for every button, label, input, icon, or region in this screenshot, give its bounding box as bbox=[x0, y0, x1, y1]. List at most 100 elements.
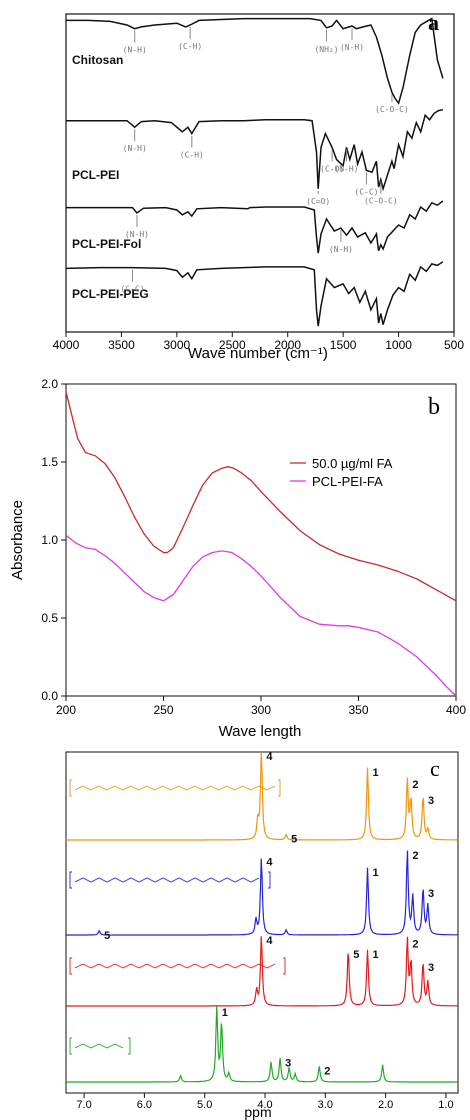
panel-a-x-ticks: 4000 3500 3000 2500 2000 1500 1000 500 bbox=[53, 332, 464, 352]
panel-a-x-axis-label: Wave number (cm⁻¹) bbox=[188, 345, 328, 362]
panel-c-spectrum-4 bbox=[66, 1004, 458, 1083]
panel-c-peak-label-2-8: 3 bbox=[428, 888, 434, 900]
panel-a-series-line-4 bbox=[65, 261, 444, 327]
panel-a-series-line-1 bbox=[66, 17, 444, 105]
panel-c-peak-label-3-3: 5 bbox=[353, 949, 359, 961]
panel-b-uvvis: b 200 250 300 350 400 0.0 0.5 1.0 1.5 2.0 50.0 µg… bbox=[9, 377, 466, 740]
panel-a-series-label-1: Chitosan bbox=[72, 53, 123, 67]
panel-a-ftir: a ChitosanPCL-PEIPCL-PEI-FolPCL-PEI-PEG … bbox=[53, 10, 465, 362]
panel-a-series-line-3 bbox=[66, 200, 444, 254]
panel-a-annotation-3: (NH₂) bbox=[314, 45, 338, 54]
panel-b-series-line-2 bbox=[65, 534, 457, 697]
panel-c-peak-label-1-7: 3 bbox=[428, 795, 434, 807]
panel-c-structure-1 bbox=[74, 785, 276, 791]
panel-a-x-tick-label-8: 500 bbox=[444, 338, 464, 352]
panel-c-structure-bracket-left-3 bbox=[69, 957, 72, 975]
panel-c-peak-label-1-1: 4 bbox=[266, 751, 273, 763]
panel-a-annotation-13: (N-H) bbox=[125, 230, 149, 239]
panel-c-peak-label-4-9: 2 bbox=[324, 1065, 330, 1077]
panel-c-peak-label-4-2: 1 bbox=[222, 1007, 228, 1019]
panel-b-legend-label-2: PCL-PEI-FA bbox=[312, 474, 383, 489]
panel-c-peak-label-2-5: 1 bbox=[373, 867, 379, 879]
panel-a-series-label-3: PCL-PEI-Fol bbox=[72, 237, 141, 251]
panel-c-spectrum-1 bbox=[66, 751, 458, 841]
panel-b-x-tick-label-1: 200 bbox=[56, 703, 76, 717]
panel-c-x-axis-label: ppm bbox=[244, 1104, 271, 1120]
panel-c-spectrum-2 bbox=[66, 850, 458, 936]
panel-b-x-tick-label-3: 300 bbox=[251, 703, 271, 717]
panel-c-x-tick-label-5: 3.0 bbox=[318, 1099, 333, 1111]
panel-a-annotations: (N-H) (C-H) (NH₂) (N-H) (C-O-C) (N-H) (C-H) (C=… bbox=[120, 27, 409, 294]
panel-a-annotation-14: (N-H) bbox=[329, 245, 353, 254]
panel-c-structure-bracket-right-4 bbox=[128, 1037, 131, 1055]
panel-a-series-line-2 bbox=[66, 108, 444, 192]
panel-a-annotation-2: (C-H) bbox=[178, 42, 202, 51]
panel-a-x-tick-label-1: 4000 bbox=[53, 338, 80, 352]
panel-a-annotation-12: (C-O-C) bbox=[364, 197, 398, 206]
panel-a-annotation-6: (N-H) bbox=[123, 144, 147, 153]
panel-c-structure-2 bbox=[74, 877, 260, 883]
panel-c-x-ticks: 7.0 6.0 5.0 4.0 3.0 2.0 1.0 bbox=[76, 1093, 454, 1111]
panel-a-annotation-8: (C=O) bbox=[306, 197, 330, 206]
panel-c-peak-label-2-6: 2 bbox=[412, 850, 418, 862]
panel-c-label: c bbox=[430, 756, 440, 781]
panel-b-legend-label-1: 50.0 µg/ml FA bbox=[312, 456, 393, 471]
panel-c-peak-label-4-6: 3 bbox=[285, 1058, 291, 1070]
panel-b-x-axis-label: Wave length bbox=[219, 723, 302, 740]
panel-c-spectrum-3 bbox=[66, 936, 458, 1007]
panel-a-label: a bbox=[428, 10, 439, 35]
panel-b-y-tick-label-1: 0.0 bbox=[41, 689, 58, 703]
panel-b-label: b bbox=[428, 394, 440, 420]
panel-c-peak-label-2-2: 4 bbox=[266, 857, 273, 869]
panel-c-structure-bracket-left-2 bbox=[69, 871, 72, 889]
panel-c-peak-label-1-5: 2 bbox=[412, 779, 418, 791]
panel-a-series-label-2: PCL-PEI bbox=[72, 168, 119, 182]
panel-a-x-tick-label-4: 2500 bbox=[219, 338, 246, 352]
panel-a-series-label-4: PCL-PEI-PEG bbox=[72, 287, 149, 301]
panel-a-x-tick-label-6: 1500 bbox=[330, 338, 357, 352]
panel-c-structure-3 bbox=[74, 963, 276, 969]
panel-c-structure-bracket-right-1 bbox=[278, 779, 281, 797]
panel-a-annotation-5: (C-O-C) bbox=[375, 105, 409, 114]
panel-c-peak-label-3-1: 4 bbox=[266, 935, 273, 947]
panel-b-series-group bbox=[65, 391, 457, 697]
panel-c-x-tick-label-3: 5.0 bbox=[197, 1099, 212, 1111]
panel-a-annotation-10: (N-H) bbox=[334, 164, 358, 173]
panel-b-x-tick-label-4: 350 bbox=[348, 703, 368, 717]
panel-c-structure-bracket-left-1 bbox=[69, 779, 72, 797]
panel-c-x-tick-label-1: 7.0 bbox=[76, 1099, 91, 1111]
panel-c-x-tick-label-2: 6.0 bbox=[137, 1099, 152, 1111]
panel-c-peak-label-3-7: 3 bbox=[428, 962, 434, 974]
panel-c-peak-label-2-1: 5 bbox=[104, 930, 110, 942]
panel-a-series-group: Chitosan PCL-PEI PCL-PEI-Fol PCL-PEI-PEG bbox=[65, 17, 444, 327]
panel-a-annotation-9: (C-O) bbox=[320, 164, 344, 173]
panel-b-y-axis-label: Absorbance bbox=[9, 500, 26, 580]
panel-a-annotation-11: (C-C) bbox=[354, 187, 378, 196]
panel-c-peak-label-3-4: 1 bbox=[373, 949, 379, 961]
panel-b-y-tick-label-5: 2.0 bbox=[41, 377, 58, 391]
panel-c-x-tick-label-7: 1.0 bbox=[438, 1099, 453, 1111]
panel-c-peak-label-3-5: 2 bbox=[412, 939, 418, 951]
panel-b-y-tick-label-2: 0.5 bbox=[41, 611, 58, 625]
panel-a-frame bbox=[65, 13, 455, 333]
panel-c-peak-label-1-4: 1 bbox=[373, 767, 379, 779]
panel-b-y-tick-label-3: 1.0 bbox=[41, 533, 58, 547]
panel-b-legend: 50.0 µg/ml FA PCL-PEI-FA bbox=[290, 456, 393, 489]
panel-c-x-tick-label-4: 4.0 bbox=[257, 1099, 272, 1111]
panel-a-x-tick-label-7: 1000 bbox=[385, 338, 412, 352]
panel-c-structure-bracket-right-3 bbox=[283, 957, 286, 975]
panel-b-x-tick-label-2: 250 bbox=[153, 703, 173, 717]
panel-b-ticks: 200 250 300 350 400 0.0 0.5 1.0 1.5 2.0 bbox=[41, 377, 466, 717]
panel-c-structure-bracket-left-4 bbox=[69, 1037, 72, 1055]
panel-c-structure-bracket-right-2 bbox=[268, 871, 271, 889]
panel-b-y-tick-label-4: 1.5 bbox=[41, 455, 58, 469]
panel-a-x-tick-label-3: 3000 bbox=[164, 338, 191, 352]
panel-a-annotation-1: (N-H) bbox=[123, 46, 147, 55]
panel-c-x-tick-label-6: 2.0 bbox=[378, 1099, 393, 1111]
panel-a-annotation-7: (C-H) bbox=[180, 151, 204, 160]
panel-c-peak-label-1-3: 5 bbox=[291, 834, 297, 846]
